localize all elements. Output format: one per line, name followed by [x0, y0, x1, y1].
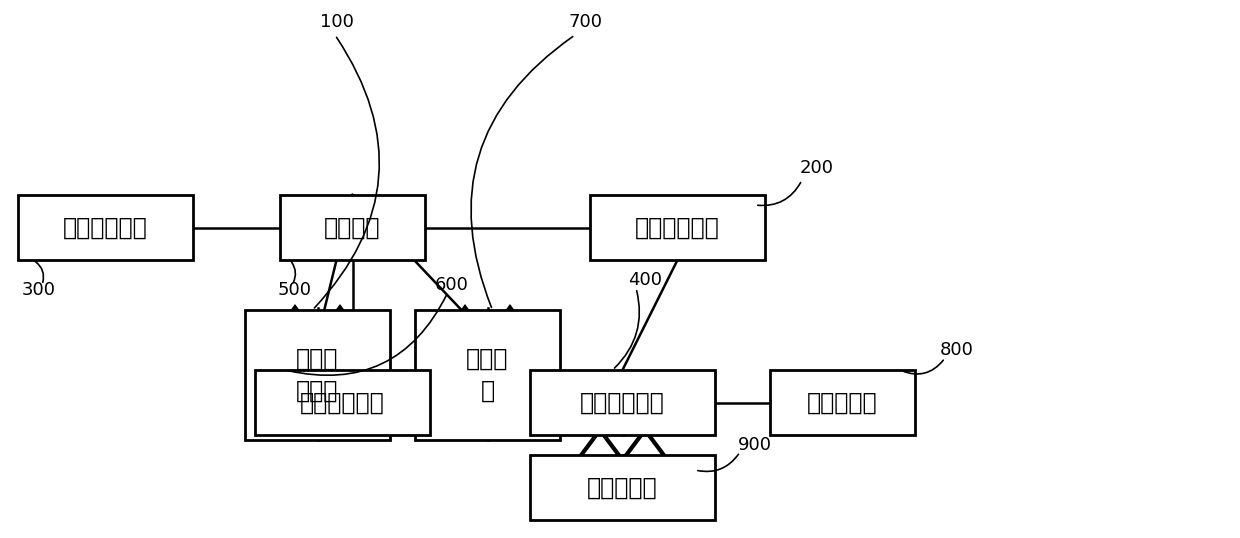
Bar [415, 310, 560, 440]
Bar [280, 195, 425, 260]
Text: 网络侦测模块: 网络侦测模块 [63, 216, 148, 239]
Text: 200: 200 [800, 159, 835, 177]
Text: 300: 300 [22, 281, 56, 299]
Text: 400: 400 [627, 271, 662, 289]
Text: 信号解析模块: 信号解析模块 [635, 216, 720, 239]
Bar [19, 195, 193, 260]
Bar [770, 370, 915, 435]
Text: 700: 700 [568, 13, 601, 31]
Text: 800: 800 [940, 341, 973, 359]
Text: 100: 100 [320, 13, 353, 31]
Bar [590, 195, 765, 260]
Text: 智能手
机: 智能手 机 [466, 347, 508, 403]
Text: 500: 500 [278, 281, 312, 299]
Bar [255, 370, 430, 435]
Text: 云端服务器: 云端服务器 [588, 476, 657, 499]
Text: 人工交互模块: 人工交互模块 [300, 391, 384, 414]
Bar [529, 370, 715, 435]
Bar [529, 455, 715, 520]
Text: 600: 600 [435, 276, 469, 294]
Text: 本地服务器: 本地服务器 [807, 391, 878, 414]
Bar [246, 310, 391, 440]
Text: 900: 900 [738, 436, 773, 454]
Text: 控制模块: 控制模块 [324, 216, 381, 239]
Text: 信号采
集模块: 信号采 集模块 [296, 347, 339, 403]
Text: 数据传输模块: 数据传输模块 [580, 391, 665, 414]
